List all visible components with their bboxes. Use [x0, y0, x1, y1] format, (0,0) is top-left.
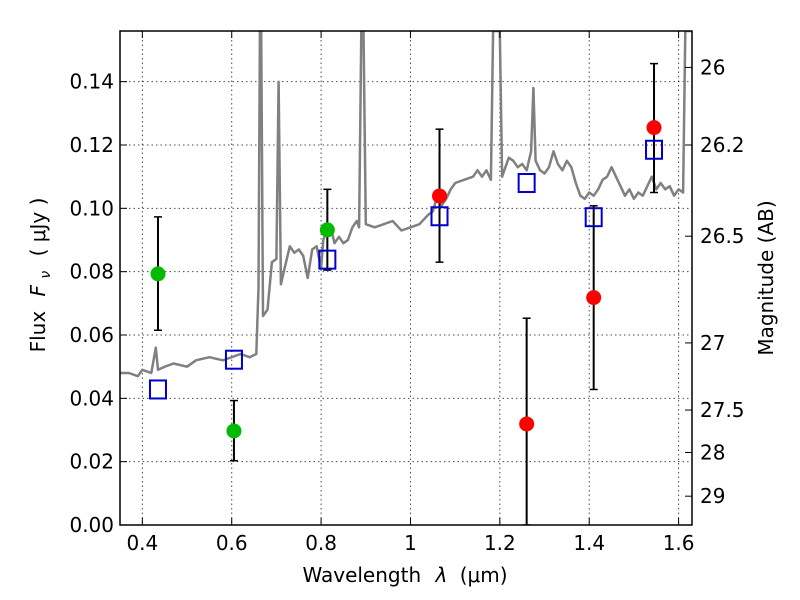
- x-tick-label: 0.8: [305, 531, 337, 555]
- red-point: [646, 120, 662, 136]
- x-axis-label-text: Wavelength: [302, 563, 421, 587]
- y-axis-label: Flux F ν ( μJy ): [26, 198, 55, 353]
- y-axis-label-text: Flux: [26, 311, 50, 353]
- x-tick-label: 0.6: [216, 531, 248, 555]
- red-point: [519, 416, 535, 432]
- model-square: [584, 207, 603, 228]
- mag-tick-label: 27: [700, 331, 725, 355]
- x-tick-label: 1.6: [663, 531, 695, 555]
- y-tick-label: 0.02: [69, 450, 114, 474]
- y-tick-label: 0.06: [69, 323, 114, 347]
- mag-tick-label: 26.2: [700, 133, 745, 157]
- model-square: [430, 206, 449, 227]
- model-square: [517, 173, 536, 193]
- y-axis-label-symbol: F: [26, 284, 50, 296]
- red-point: [432, 188, 448, 204]
- x-axis-label-symbol: λ: [435, 563, 448, 587]
- model-square: [224, 349, 243, 370]
- y-tick-label: 0.04: [69, 386, 114, 410]
- grid-layer: [120, 31, 692, 526]
- y-tick-label: 0.00: [69, 513, 114, 537]
- green-point: [226, 423, 242, 439]
- y-tick-label: 0.12: [69, 133, 114, 157]
- green-point: [150, 266, 166, 282]
- mag-tick-label: 27.5: [700, 398, 745, 422]
- y-tick-label: 0.08: [69, 260, 114, 284]
- x-tick-label: 0.4: [126, 531, 158, 555]
- red-point: [586, 290, 602, 306]
- plot-layer: [120, 31, 692, 525]
- model-square: [148, 379, 167, 400]
- mag-tick-label: 26: [700, 55, 725, 79]
- y-tick-label: 0.10: [69, 196, 114, 220]
- mag-tick-label: 29: [700, 484, 725, 508]
- y2-axis-label: Magnitude (AB): [754, 200, 778, 355]
- plot-frame: [119, 30, 693, 526]
- y-axis-label-subscript: ν: [38, 271, 54, 279]
- x-tick-label: 1.4: [573, 531, 605, 555]
- x-axis-label: Wavelength λ (μm): [302, 563, 507, 587]
- model-square: [645, 139, 664, 160]
- model-square: [318, 249, 337, 270]
- mag-tick-label: 26.5: [700, 224, 745, 248]
- mag-tick-label: 28: [700, 440, 725, 464]
- y-tick-label: 0.14: [69, 70, 114, 94]
- y-axis-label-unit: ( μJy ): [26, 198, 50, 257]
- x-tick-label: 1: [404, 531, 417, 555]
- x-axis-label-unit: (μm): [460, 563, 508, 587]
- axis-layer: 0.4 0.6 0.8 1 1.2 1.4 1.6 0.00 0.02 0.04 0.06 0.08 0…: [69, 31, 745, 555]
- spectrum-line: [120, 31, 692, 378]
- green-point: [319, 222, 335, 238]
- x-tick-label: 1.2: [484, 531, 516, 555]
